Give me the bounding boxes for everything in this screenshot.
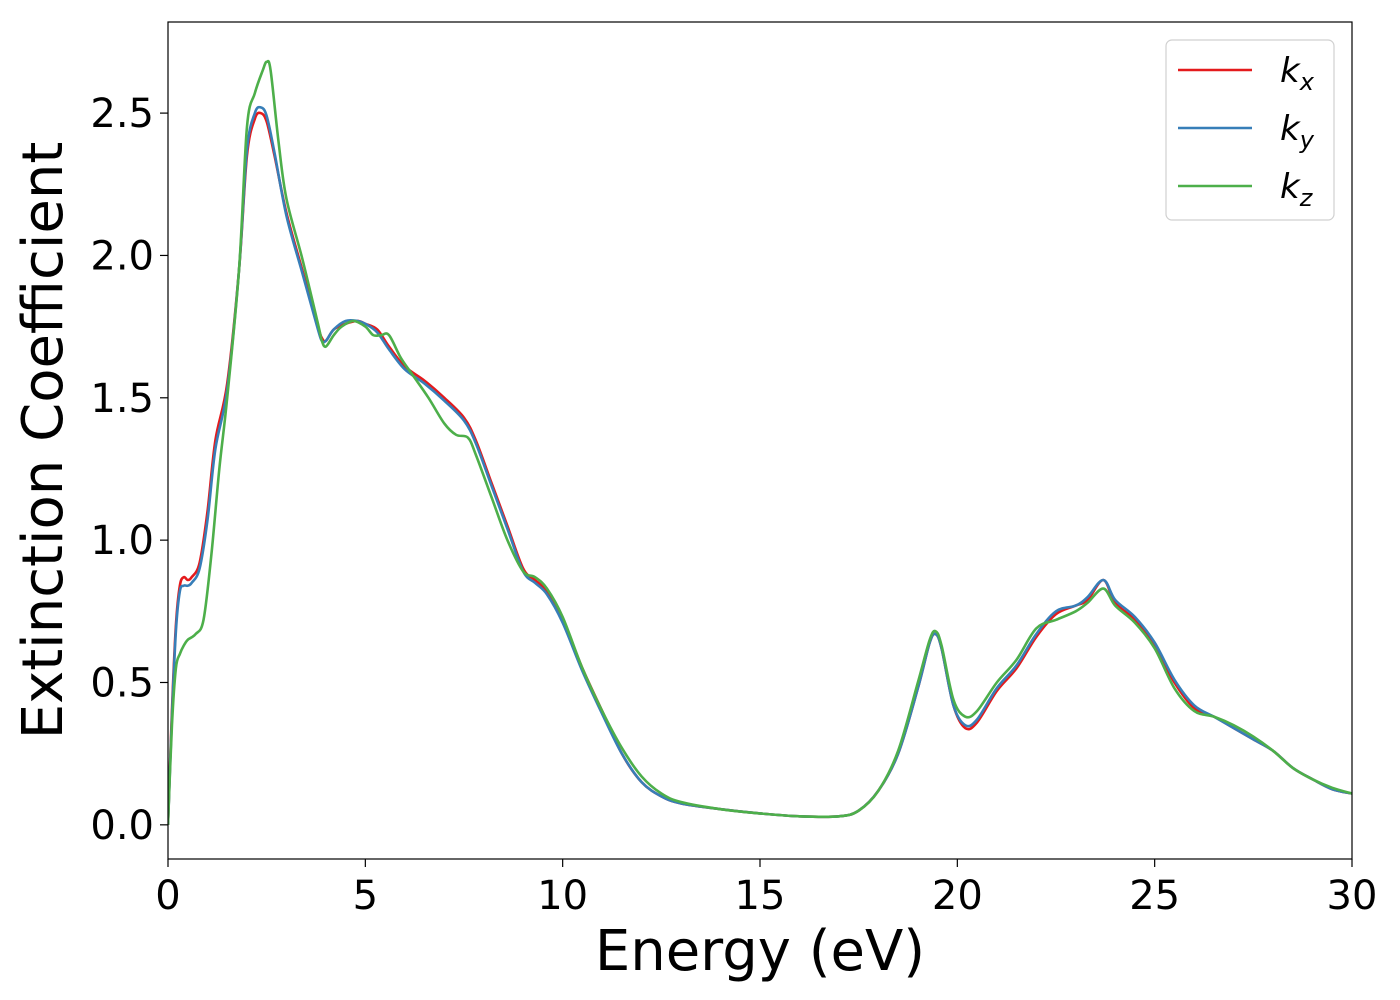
y-tick-label: 1.5 [90,376,154,422]
x-tick-label: 20 [932,873,983,919]
x-axis-title: Energy (eV) [595,919,925,984]
legend-label: ky [1280,109,1315,154]
y-tick-label: 0.0 [90,803,154,849]
x-tick-label: 5 [353,873,378,919]
y-tick-label: 2.0 [90,233,154,279]
series-line-k-z [168,59,1352,825]
y-tick-label: 1.0 [90,518,154,564]
series-layer [168,59,1352,825]
legend-label: kz [1280,167,1314,212]
legend: kx ky kz [1165,39,1335,221]
legend-label: kx [1280,51,1315,96]
y-tick-label: 0.5 [90,660,154,706]
y-axis-title: Extinction Coefficient [11,142,76,740]
x-axis-ticks: 0 5 10 15 20 25 30 [155,859,1377,919]
legend-box [1165,39,1335,221]
x-tick-label: 30 [1327,873,1378,919]
y-axis-ticks: 0.0 0.5 1.0 1.5 2.0 2.5 [90,91,168,849]
y-tick-label: 2.5 [90,91,154,137]
x-tick-label: 10 [537,873,588,919]
series-line-k-y [168,105,1352,825]
x-tick-label: 15 [735,873,786,919]
x-tick-label: 25 [1129,873,1180,919]
x-tick-label: 0 [155,873,180,919]
